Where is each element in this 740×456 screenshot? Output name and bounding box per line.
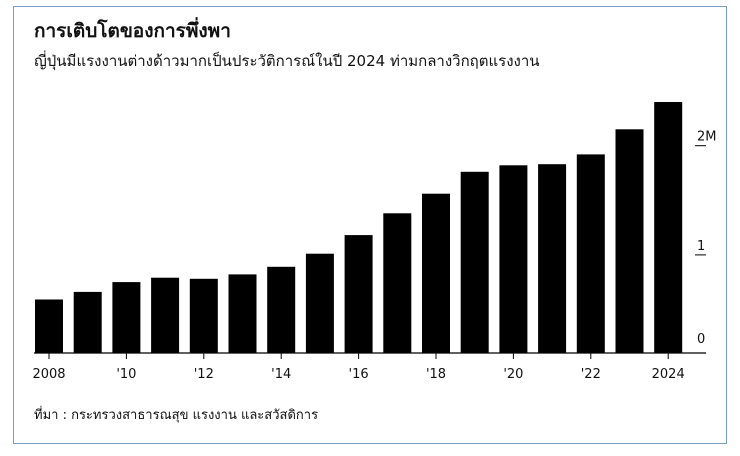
- bar-2023: [615, 129, 644, 353]
- x-tick-label-2020: '20: [503, 367, 523, 382]
- bar-2021: [538, 164, 567, 353]
- bar-2022: [576, 154, 605, 353]
- bar-2016: [344, 235, 373, 353]
- bar-2010: [112, 282, 141, 353]
- bar-2024: [654, 102, 683, 353]
- x-tick-label-2022: '22: [581, 367, 601, 382]
- x-tick-label-2024: 2024: [652, 367, 685, 382]
- bar-2011: [151, 277, 180, 353]
- bar-2012: [189, 278, 218, 353]
- chart-frame: [13, 6, 727, 444]
- bar-2014: [267, 266, 296, 353]
- bar-2020: [499, 165, 528, 353]
- x-tick-label-2012: '12: [194, 367, 214, 382]
- chart-subtitle: ญี่ปุ่นมีแรงงานต่างด้าวมากเป็นประวัติการ…: [34, 52, 540, 70]
- y-axis: 0 1 2M: [695, 130, 717, 347]
- bar-2015: [305, 253, 334, 353]
- x-tick-label-2008: 2008: [32, 367, 65, 382]
- bar-2018: [422, 193, 450, 353]
- bar-2017: [383, 213, 412, 353]
- x-tick-label-2010: '10: [116, 367, 136, 382]
- chart-title: การเติบโตของการพึ่งพา: [34, 20, 231, 42]
- y-tick-label-2: 2M: [697, 130, 717, 145]
- x-tick-label-2014: '14: [271, 367, 291, 382]
- bar-2013: [228, 274, 257, 353]
- bar-2019: [460, 171, 489, 353]
- y-tick-label-0: 0: [697, 332, 705, 347]
- bars-group: [35, 102, 683, 353]
- x-axis: 2008 '10 '12 '14 '16 '18 '20 '22 2024: [32, 353, 685, 382]
- x-tick-label-2016: '16: [349, 367, 369, 382]
- bar-2009: [73, 291, 102, 353]
- bar-2008: [35, 299, 63, 353]
- y-tick-label-1: 1: [697, 239, 705, 254]
- source-note: ที่มา : กระทรวงสาธารณสุข แรงงาน และสวัสด…: [34, 408, 319, 423]
- x-tick-label-2018: '18: [426, 367, 446, 382]
